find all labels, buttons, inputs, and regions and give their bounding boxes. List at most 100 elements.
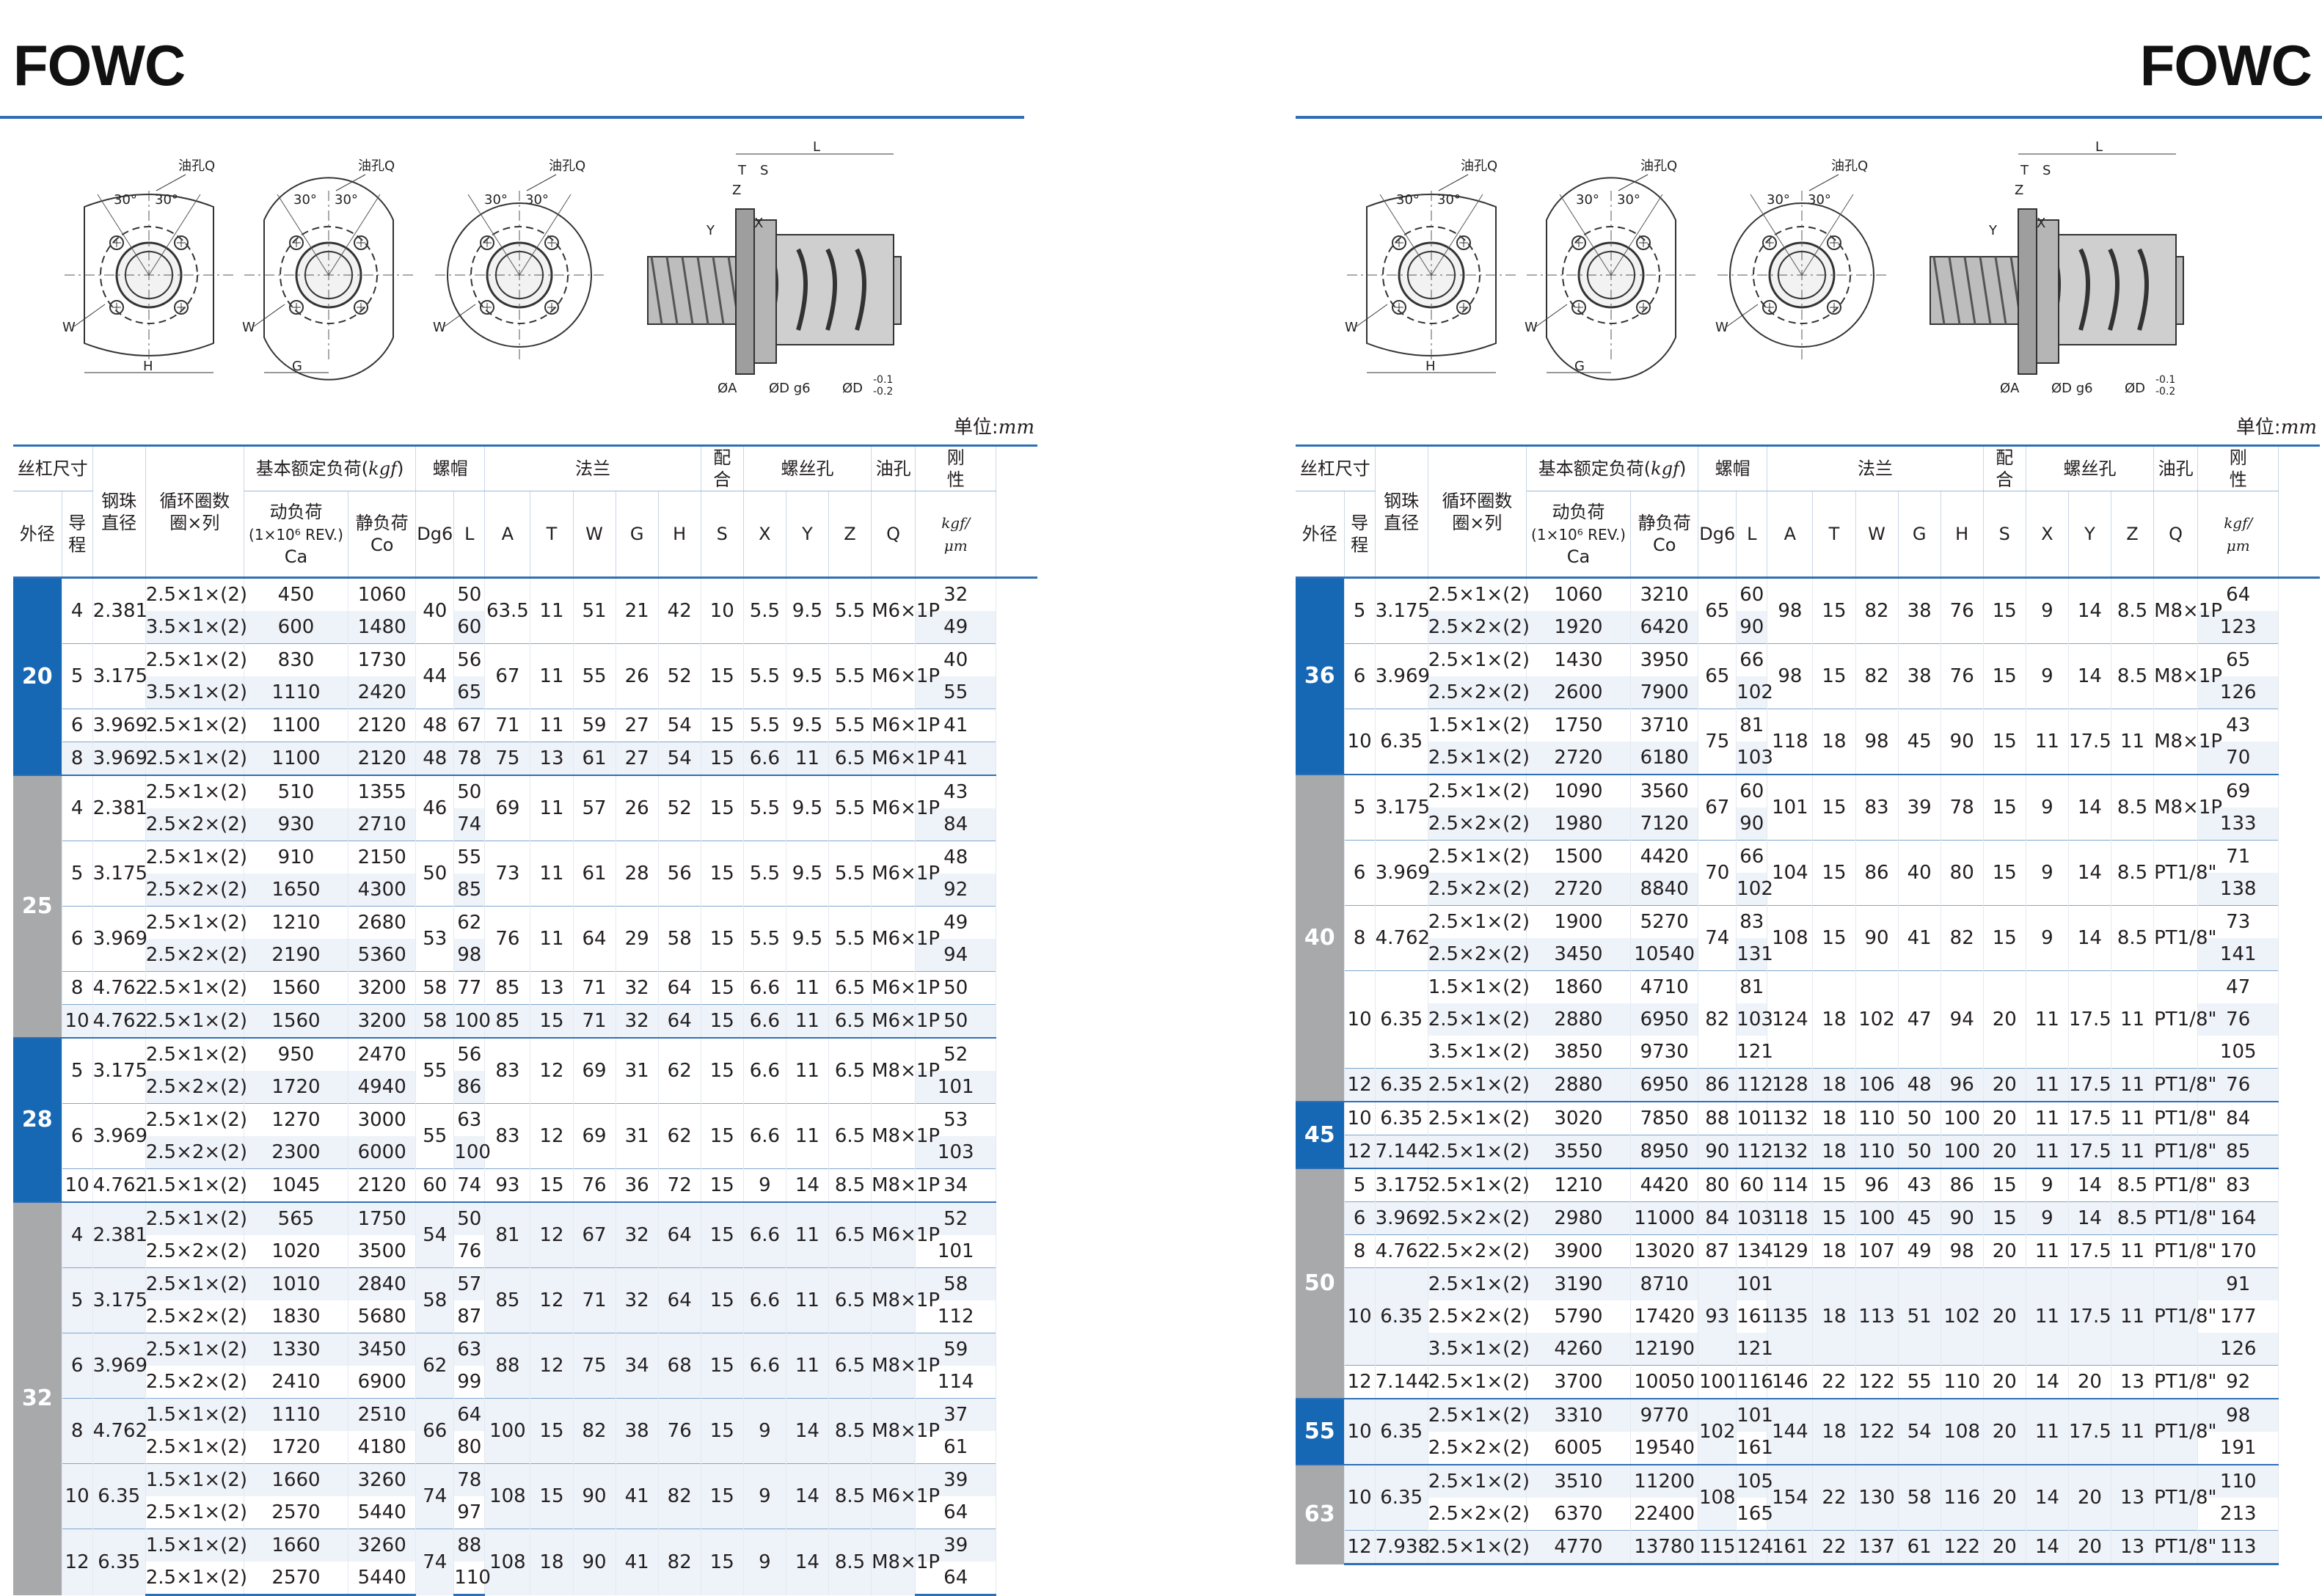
length-cell: 100 <box>453 1004 491 1038</box>
dynamic-load-cell: 4770 <box>1526 1530 1632 1565</box>
y-cell: 11 <box>786 1267 829 1333</box>
lead-cell: 10 <box>62 1463 93 1529</box>
dynamic-load-cell: 1090 <box>1526 774 1632 808</box>
dynamic-load-cell: 930 <box>244 808 349 841</box>
svg-text:30°: 30° <box>1767 192 1790 208</box>
rigidity-cell: 101 <box>915 1235 997 1268</box>
svg-text:30°: 30° <box>1808 192 1831 208</box>
s-cell: 15 <box>701 1004 744 1038</box>
s-cell: 15 <box>701 971 744 1005</box>
dynamic-load-cell: 3850 <box>1526 1036 1632 1069</box>
circuits-cell: 2.5×2×(2) <box>145 939 247 972</box>
rigidity-cell: 39 <box>915 1463 997 1496</box>
a-cell: 81 <box>484 1201 531 1268</box>
q-cell: PT1/8" <box>2153 840 2216 906</box>
dg6-cell: 102 <box>1698 1398 1737 1465</box>
g-cell: 41 <box>1898 905 1941 971</box>
z-cell: 8.5 <box>828 1168 872 1202</box>
dynamic-load-cell: 2190 <box>244 939 349 972</box>
svg-text:油孔Q: 油孔Q <box>549 158 585 174</box>
lead-cell: 4 <box>62 1201 93 1268</box>
t-cell: 11 <box>530 775 574 841</box>
h-cell: 100 <box>1941 1101 1984 1135</box>
svg-text:S: S <box>2042 163 2051 178</box>
x-cell: 11 <box>2026 1398 2069 1465</box>
dynamic-load-cell: 1560 <box>244 1004 349 1038</box>
ball-diameter-cell: 6.35 <box>1375 970 1428 1069</box>
svg-text:X: X <box>2037 216 2045 231</box>
static-load-cell: 7120 <box>1630 808 1699 841</box>
length-cell: 110 <box>453 1562 491 1596</box>
q-cell: M6×1P <box>871 709 940 742</box>
a-cell: 132 <box>1767 1135 1814 1168</box>
lead-cell: 12 <box>62 1529 93 1595</box>
h-cell: 72 <box>658 1168 701 1202</box>
q-cell: M6×1P <box>871 1463 940 1529</box>
outer-diameter-cell: 36 <box>1296 576 1345 775</box>
svg-text:ØA: ØA <box>718 381 737 396</box>
table-row: 12 7.144 2.5×1×(2) 3700 10050 100 116 146 22 122 5… <box>1296 1365 2320 1399</box>
svg-text:Z: Z <box>2015 183 2023 198</box>
a-cell: 146 <box>1767 1365 1814 1399</box>
static-load-cell: 10050 <box>1630 1365 1699 1399</box>
length-cell: 103 <box>1736 742 1773 775</box>
s-cell: 15 <box>701 1267 744 1333</box>
outer-diameter-cell: 28 <box>13 1037 62 1202</box>
rigidity-cell: 53 <box>915 1103 997 1136</box>
lead-cell: 10 <box>1344 970 1376 1069</box>
h-cell: 100 <box>1941 1135 1984 1168</box>
rigidity-cell: 164 <box>2197 1201 2279 1235</box>
g-cell: 27 <box>616 742 659 775</box>
header-L: L <box>1736 491 1768 579</box>
ball-diameter-cell: 3.175 <box>92 1037 147 1104</box>
rigidity-cell: 61 <box>915 1431 997 1464</box>
dynamic-load-cell: 1750 <box>1526 709 1632 742</box>
q-cell: M8×1P <box>871 1168 940 1202</box>
a-cell: 135 <box>1767 1267 1814 1366</box>
svg-text:W: W <box>1715 320 1728 335</box>
x-cell: 9 <box>743 1168 786 1202</box>
header-S: S <box>1983 491 2026 579</box>
rigidity-cell: 76 <box>2197 1003 2279 1036</box>
header-A: A <box>484 491 531 579</box>
static-load-cell: 2680 <box>348 906 417 939</box>
w-cell: 110 <box>1855 1135 1899 1168</box>
a-cell: 85 <box>484 1267 531 1333</box>
circuits-cell: 2.5×1×(2) <box>145 971 247 1005</box>
svg-text:G: G <box>292 359 302 374</box>
table-row: 45 10 6.35 2.5×1×(2) 3020 7850 88 101 132 18 110 50… <box>1296 1101 2320 1168</box>
ball-diameter-cell: 3.175 <box>1375 576 1430 644</box>
ball-diameter-cell: 3.969 <box>92 709 147 742</box>
x-cell: 11 <box>2026 709 2069 775</box>
s-cell: 15 <box>701 1333 744 1399</box>
q-cell: PT1/8" <box>2153 905 2216 971</box>
a-cell: 124 <box>1767 970 1814 1069</box>
dynamic-load-cell: 3700 <box>1526 1365 1632 1399</box>
rigidity-cell: 92 <box>2197 1365 2279 1399</box>
w-cell: 107 <box>1855 1234 1899 1268</box>
table-row: 2.5×2×(2) 2190 5360 98 94 <box>13 939 1037 972</box>
rigidity-cell: 94 <box>915 939 997 972</box>
svg-text:G: G <box>1574 359 1585 374</box>
dg6-cell: 80 <box>1698 1168 1737 1202</box>
q-cell: M8×1P <box>871 1103 940 1169</box>
x-cell: 9 <box>743 1398 786 1464</box>
rigidity-cell: 41 <box>915 742 997 775</box>
dynamic-load-cell: 600 <box>244 611 349 644</box>
lead-cell: 5 <box>1344 1168 1376 1202</box>
x-cell: 9 <box>2026 576 2069 644</box>
header-screw-size: 丝杠尺寸 <box>13 445 93 491</box>
w-cell: 137 <box>1855 1530 1899 1565</box>
circuits-cell: 1.5×1×(2) <box>1428 709 1530 742</box>
dynamic-load-cell: 1020 <box>244 1235 349 1268</box>
table-row: 6 3.969 2.5×1×(2) 1210 2680 53 62 76 11 64 29 58 15 5… <box>13 906 1037 972</box>
dynamic-load-cell: 1210 <box>244 906 349 939</box>
lead-cell: 12 <box>1344 1530 1376 1565</box>
g-cell: 54 <box>1898 1398 1941 1465</box>
x-cell: 5.5 <box>743 906 786 972</box>
header-dynamic-load: 动负荷 (1×10⁶ REV.) Ca <box>244 491 349 579</box>
g-cell: 45 <box>1898 709 1941 775</box>
h-cell: 108 <box>1941 1398 1984 1465</box>
circuits-cell: 2.5×1×(2) <box>1428 643 1530 676</box>
static-load-cell: 2120 <box>348 742 417 775</box>
